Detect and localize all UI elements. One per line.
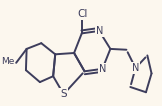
Text: Cl: Cl [78, 9, 88, 19]
Text: N: N [99, 64, 106, 74]
Text: N: N [96, 26, 103, 36]
Text: Me: Me [1, 57, 15, 66]
Text: S: S [60, 89, 67, 99]
Text: N: N [132, 63, 139, 73]
